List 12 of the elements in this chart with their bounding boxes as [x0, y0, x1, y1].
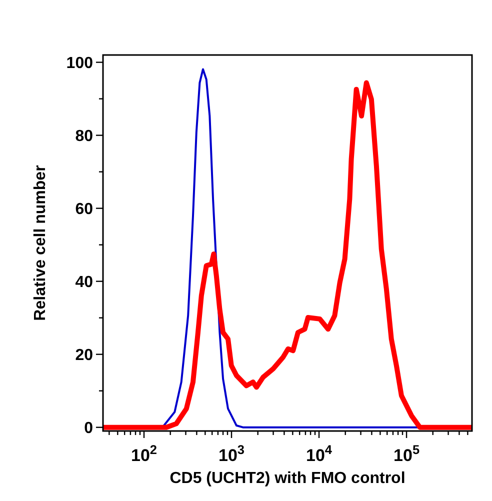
x-tick-label: 10$^{4}$: [306, 442, 333, 465]
y-tick-label: 80: [75, 128, 94, 145]
x-tick-label: 10$^{5}$: [394, 442, 420, 465]
y-tick-label: 100: [66, 54, 94, 72]
y-tick-label: 60: [75, 200, 94, 218]
y-tick-label: 20: [75, 346, 94, 364]
y-tick-label: 0: [84, 420, 94, 437]
x-tick-label: 10$^{3}$: [218, 442, 245, 465]
x-axis-title: CD5 (UCHT2) with FMO control: [170, 470, 406, 487]
y-tick-label: 40: [75, 274, 94, 291]
x-tick-label: 10$^{2}$: [130, 442, 158, 465]
y-axis-title: Relative cell number: [32, 165, 49, 321]
